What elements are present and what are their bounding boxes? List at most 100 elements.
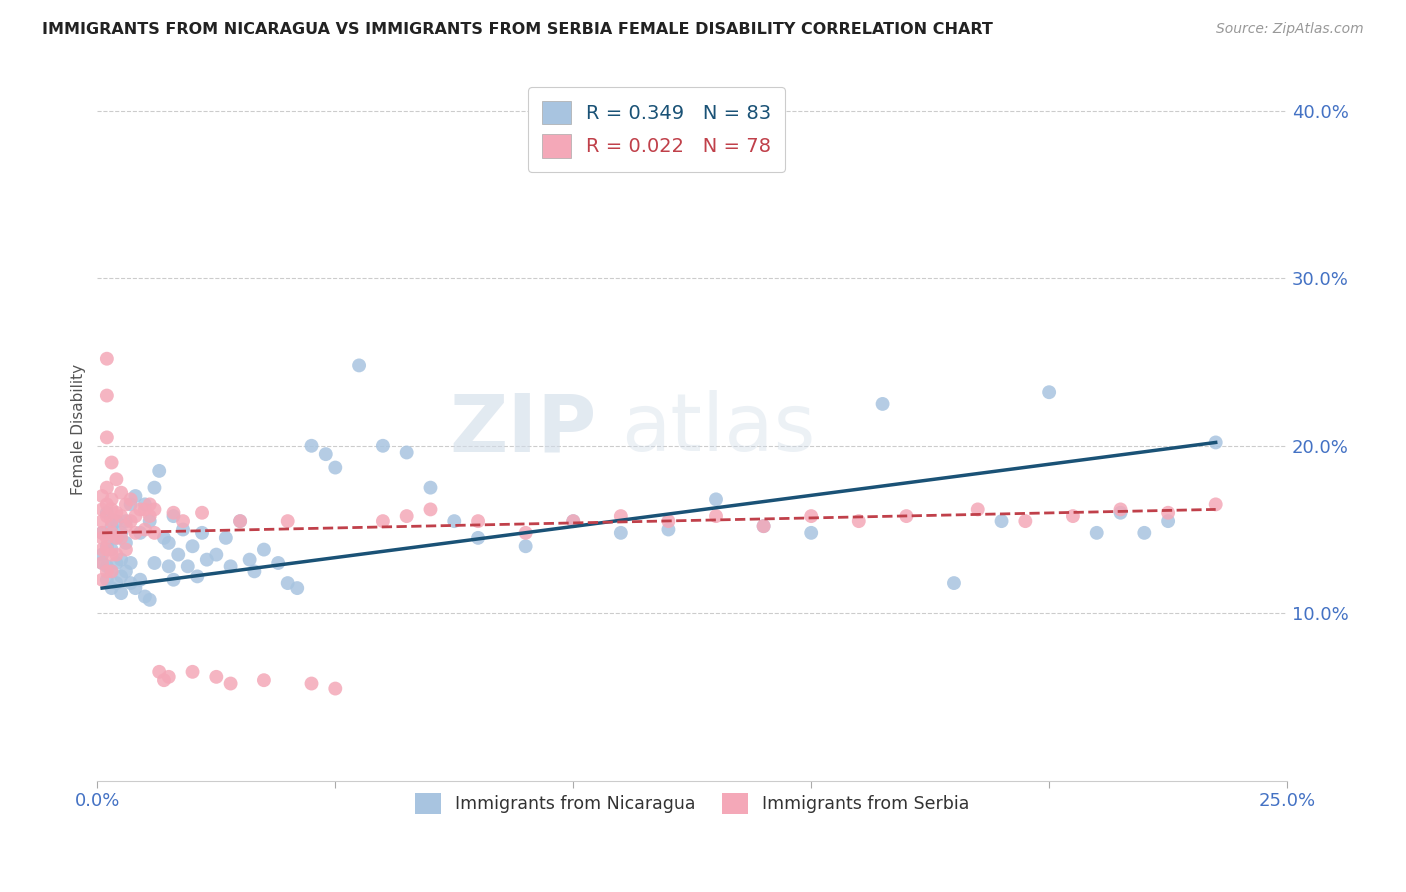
Point	[229, 514, 252, 528]
Point	[515, 539, 537, 553]
Point	[100, 492, 122, 507]
Legend: Immigrants from Nicaragua, Immigrants from Serbia: Immigrants from Nicaragua, Immigrants fr…	[405, 782, 980, 825]
Point	[105, 506, 128, 520]
Point	[219, 559, 242, 574]
Point	[105, 531, 128, 545]
Point	[120, 576, 142, 591]
Point	[467, 531, 489, 545]
Point	[1157, 514, 1180, 528]
Point	[443, 514, 465, 528]
Point	[172, 514, 194, 528]
Point	[157, 559, 180, 574]
Point	[110, 569, 132, 583]
Point	[239, 552, 262, 566]
Point	[143, 525, 166, 540]
Point	[467, 514, 489, 528]
Point	[800, 525, 823, 540]
Point	[162, 573, 184, 587]
Point	[96, 430, 118, 444]
Point	[315, 447, 337, 461]
Point	[1109, 502, 1132, 516]
Point	[91, 556, 114, 570]
Point	[1205, 435, 1227, 450]
Point	[301, 676, 323, 690]
Point	[105, 548, 128, 562]
Point	[205, 670, 228, 684]
Point	[704, 492, 727, 507]
Point	[115, 542, 138, 557]
Point	[1109, 506, 1132, 520]
Point	[1157, 506, 1180, 520]
Point	[96, 481, 118, 495]
Point	[1085, 525, 1108, 540]
Point	[186, 569, 208, 583]
Point	[243, 565, 266, 579]
Point	[134, 502, 156, 516]
Point	[752, 519, 775, 533]
Point	[657, 523, 679, 537]
Point	[129, 502, 152, 516]
Point	[96, 542, 118, 557]
Text: atlas: atlas	[621, 390, 815, 468]
Point	[100, 514, 122, 528]
Point	[143, 481, 166, 495]
Point	[1038, 385, 1060, 400]
Point	[966, 502, 988, 516]
Point	[110, 531, 132, 545]
Point	[91, 548, 114, 562]
Point	[215, 531, 238, 545]
Point	[704, 509, 727, 524]
Point	[115, 514, 138, 528]
Point	[657, 514, 679, 528]
Point	[148, 665, 170, 679]
Point	[347, 359, 370, 373]
Point	[195, 552, 218, 566]
Point	[153, 531, 176, 545]
Point	[143, 556, 166, 570]
Point	[120, 514, 142, 528]
Point	[138, 514, 160, 528]
Point	[395, 445, 418, 459]
Point	[181, 539, 204, 553]
Point	[1133, 525, 1156, 540]
Point	[138, 592, 160, 607]
Point	[610, 525, 633, 540]
Point	[96, 559, 118, 574]
Point	[115, 497, 138, 511]
Point	[419, 502, 441, 516]
Point	[134, 497, 156, 511]
Point	[120, 492, 142, 507]
Point	[91, 525, 114, 540]
Point	[124, 489, 146, 503]
Point	[115, 536, 138, 550]
Point	[91, 531, 114, 545]
Point	[752, 519, 775, 533]
Point	[110, 552, 132, 566]
Point	[800, 509, 823, 524]
Point	[91, 525, 114, 540]
Text: ZIP: ZIP	[450, 390, 598, 468]
Point	[301, 439, 323, 453]
Point	[120, 556, 142, 570]
Point	[191, 506, 214, 520]
Text: IMMIGRANTS FROM NICARAGUA VS IMMIGRANTS FROM SERBIA FEMALE DISABILITY CORRELATIO: IMMIGRANTS FROM NICARAGUA VS IMMIGRANTS …	[42, 22, 993, 37]
Point	[138, 509, 160, 524]
Point	[100, 456, 122, 470]
Point	[96, 506, 118, 520]
Point	[110, 525, 132, 540]
Point	[129, 525, 152, 540]
Point	[253, 542, 276, 557]
Point	[172, 523, 194, 537]
Point	[277, 576, 299, 591]
Point	[162, 506, 184, 520]
Y-axis label: Female Disability: Female Disability	[72, 363, 86, 494]
Point	[134, 523, 156, 537]
Point	[371, 439, 394, 453]
Point	[942, 576, 965, 591]
Point	[124, 525, 146, 540]
Point	[219, 676, 242, 690]
Point	[96, 573, 118, 587]
Point	[610, 509, 633, 524]
Point	[177, 559, 200, 574]
Point	[115, 519, 138, 533]
